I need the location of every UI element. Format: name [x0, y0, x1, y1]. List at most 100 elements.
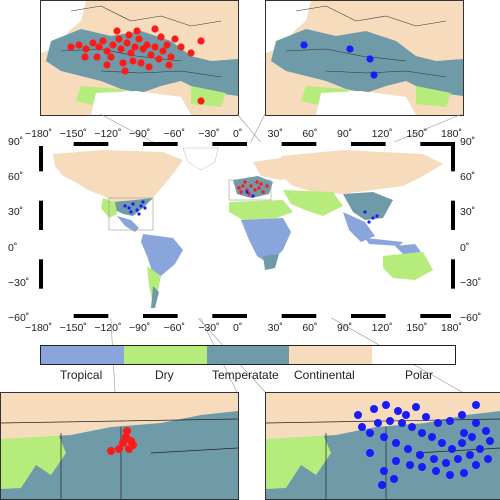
blue-point [392, 457, 400, 465]
red-point [155, 55, 163, 63]
legend-temperate-swatch [206, 346, 290, 364]
legend-label-tropical: Tropical [60, 368, 103, 382]
red-point [75, 41, 83, 49]
blue-point [392, 439, 400, 447]
blue-point [484, 455, 492, 463]
blue-point [366, 55, 374, 63]
frame-dash [177, 142, 213, 146]
longitude-tick-label: 180˚ [441, 128, 463, 140]
blue-point [371, 216, 375, 220]
red-point [107, 53, 115, 61]
red-point [89, 39, 97, 47]
blue-point [438, 439, 446, 447]
legend-polar-swatch [372, 346, 455, 364]
red-point [103, 61, 111, 69]
longitude-tick-label: 150˚ [406, 128, 428, 140]
red-point [159, 47, 167, 55]
frame-dash [247, 142, 282, 146]
red-point [257, 186, 261, 190]
blue-point [458, 439, 466, 447]
blue-point [446, 471, 454, 479]
blue-point [358, 423, 366, 431]
blue-point [446, 417, 454, 425]
blue-point [378, 481, 386, 489]
red-point [99, 37, 107, 45]
legend-dry-swatch [123, 346, 207, 364]
longitude-tick-label: 0˚ [233, 128, 243, 140]
latitude-tick-label: 60˚ [8, 171, 24, 184]
red-point [135, 35, 143, 43]
longitude-tick-label: −150˚ [59, 322, 87, 334]
red-point [171, 35, 179, 43]
blue-point [386, 417, 394, 425]
blue-point [141, 200, 145, 204]
climate-legend [40, 345, 456, 365]
red-point [113, 27, 121, 35]
blue-point [408, 423, 416, 431]
longitude-tick-label: 30˚ [267, 128, 283, 140]
red-point [127, 49, 135, 57]
blue-point [402, 411, 410, 419]
red-point [121, 67, 129, 75]
longitude-tick-label: 30˚ [267, 322, 283, 334]
inset-north-america-red [0, 392, 239, 500]
red-point [123, 427, 131, 435]
blue-point [251, 194, 255, 198]
frame-dash [39, 230, 43, 260]
blue-point [412, 403, 420, 411]
red-point [119, 59, 127, 67]
longitude-tick-label: −60˚ [163, 128, 185, 140]
blue-point [460, 469, 468, 477]
latitude-tick-label: 90˚ [460, 136, 476, 148]
blue-point [366, 449, 374, 457]
world-map [53, 147, 443, 308]
red-point [253, 188, 257, 192]
red-point [261, 190, 265, 194]
blue-point [245, 190, 249, 194]
blue-point [375, 214, 379, 218]
red-point [119, 439, 127, 447]
longitude-tick-label: 90˚ [337, 128, 353, 140]
red-point [125, 31, 133, 39]
blue-point [346, 45, 354, 53]
blue-point [404, 445, 412, 453]
blue-point [380, 433, 388, 441]
longitude-tick-label: 120˚ [371, 322, 393, 334]
longitude-tick-label: −180˚ [25, 322, 53, 334]
blue-point [367, 220, 371, 224]
red-point [143, 41, 151, 49]
red-point [103, 47, 111, 55]
red-point [255, 180, 259, 184]
blue-point [366, 429, 374, 437]
latitude-tick-label: 30˚ [460, 206, 476, 219]
blue-point [370, 405, 378, 413]
inset-europe-blue-map [266, 1, 463, 115]
blue-point [382, 401, 390, 409]
inset-north-america-blue [265, 392, 500, 500]
blue-point [390, 475, 398, 483]
longitude-tick-label: −150˚ [59, 128, 87, 140]
latitude-tick-label: −30˚ [460, 276, 482, 289]
frame-dash [451, 171, 455, 201]
red-point [163, 41, 171, 49]
frame-dash [39, 171, 43, 201]
red-point [237, 186, 241, 190]
red-point [187, 49, 195, 57]
blue-point [139, 204, 143, 208]
red-point [95, 43, 103, 51]
red-point [129, 57, 137, 65]
blue-point [127, 206, 131, 210]
map-frame-ticks [39, 142, 455, 318]
blue-point [406, 461, 414, 469]
latitude-tick-label: −60˚ [460, 312, 482, 324]
blue-point [129, 210, 133, 214]
red-point [147, 51, 155, 59]
red-point [249, 184, 253, 188]
inset-europe-blue [265, 0, 464, 116]
north-america-inset-box [108, 197, 154, 231]
blue-point [454, 455, 462, 463]
blue-point [394, 407, 402, 415]
red-point [107, 447, 115, 455]
frame-dash [39, 142, 74, 146]
frame-dash [108, 142, 143, 146]
